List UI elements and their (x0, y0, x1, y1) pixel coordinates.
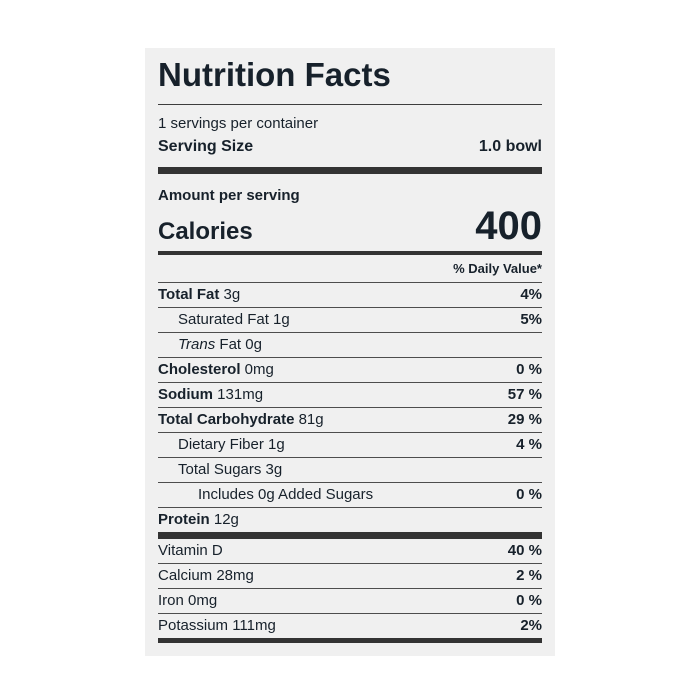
amount-per-serving: Amount per serving (158, 187, 300, 204)
micronutrient-row-vitamin-d: Vitamin D 40 % (158, 542, 542, 559)
daily-value: 0 % (516, 486, 542, 503)
nutrient-row-sodium: Sodium 131mg 57 % (158, 382, 542, 407)
serving-size-label: Serving Size (158, 138, 254, 155)
daily-value: 2 % (516, 567, 542, 584)
nutrient-row-added-sugars: Includes 0g Added Sugars 0 % (158, 482, 542, 507)
nutrient-row-cholesterol: Cholesterol 0mg 0 % (158, 357, 542, 382)
daily-value: 0 % (516, 361, 542, 378)
daily-value: 0 % (516, 592, 542, 609)
servings-per-container: 1 servings per container (158, 115, 319, 132)
daily-value: 5% (520, 311, 542, 328)
serving-size-row: Serving Size 1.0 bowl (158, 136, 542, 158)
daily-value: 40 % (507, 542, 542, 559)
daily-value-header: % Daily Value* (453, 261, 542, 276)
daily-value: 57 % (507, 386, 542, 403)
section-bar-middle (158, 532, 542, 539)
micronutrient-row-calcium: Calcium 28mg 2 % (158, 563, 542, 588)
nutrient-row-protein: Protein 12g (158, 507, 542, 532)
micronutrient-row-iron: Iron 0mg 0 % (158, 588, 542, 613)
daily-value: 4% (520, 286, 542, 303)
section-bar-bottom (158, 638, 542, 643)
nutrient-row-total-fat: Total Fat 3g 4% (158, 282, 542, 307)
calories-divider-bar (158, 251, 542, 255)
nutrient-row-total-sugars: Total Sugars 3g (158, 457, 542, 482)
micronutrient-row-potassium: Potassium 111mg 2% (158, 613, 542, 638)
calories-label: Calories (158, 218, 253, 245)
micronutrient-rows: Vitamin D 40 % Calcium 28mg 2 % Iron 0mg… (158, 539, 542, 638)
daily-value: 4 % (516, 436, 542, 453)
nutrition-facts-label: Nutrition Facts 1 servings per container… (145, 48, 555, 656)
serving-size-value: 1.0 bowl (478, 138, 542, 155)
section-bar-top (158, 167, 542, 174)
calories-row: Calories 400 (158, 206, 542, 247)
nutrient-row-trans-fat: Trans Fat 0g (158, 332, 542, 357)
nutrient-row-dietary-fiber: Dietary Fiber 1g 4 % (158, 432, 542, 457)
daily-value: 29 % (507, 411, 542, 428)
nutrient-row-saturated-fat: Saturated Fat 1g 5% (158, 307, 542, 332)
nutrient-rows: Total Fat 3g 4% Saturated Fat 1g 5% Tran… (158, 282, 542, 532)
label-title: Nutrition Facts (158, 56, 391, 93)
title-divider (158, 104, 542, 105)
calories-value: 400 (475, 204, 542, 248)
nutrient-row-total-carbohydrate: Total Carbohydrate 81g 29 % (158, 407, 542, 432)
daily-value: 2% (520, 617, 542, 634)
